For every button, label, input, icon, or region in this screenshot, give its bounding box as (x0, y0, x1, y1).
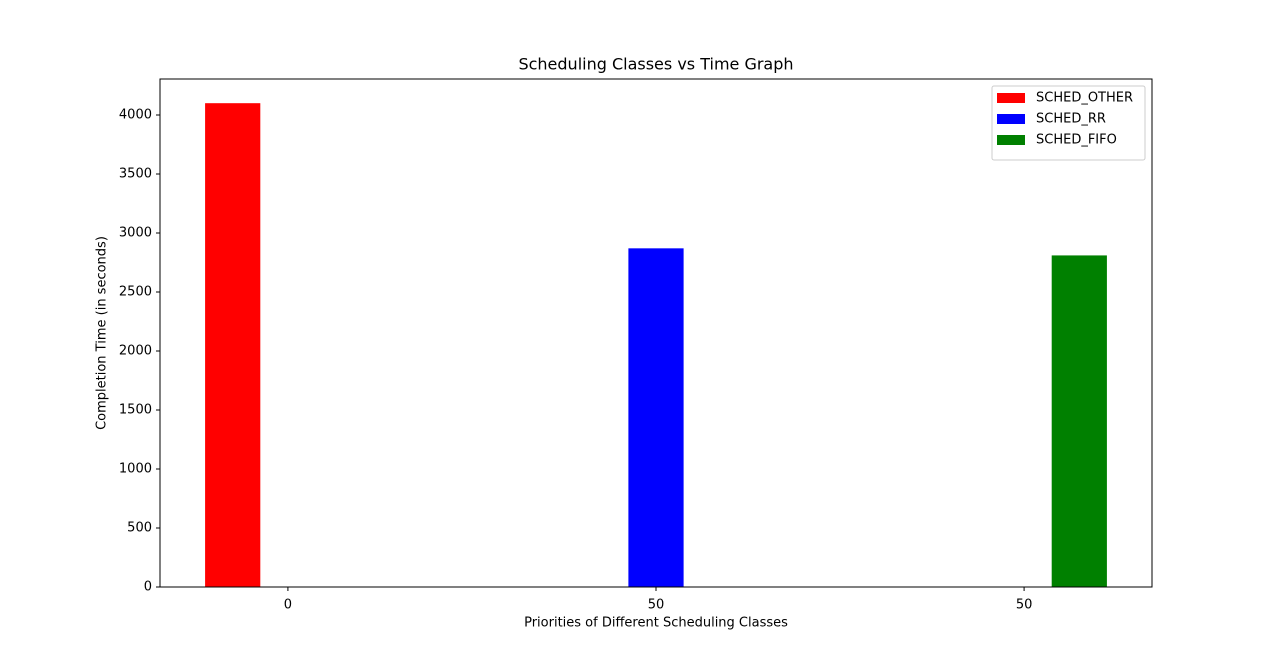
legend-label: SCHED_FIFO (1036, 133, 1117, 148)
x-tick-label: 0 (284, 598, 292, 613)
y-tick-label: 2500 (119, 284, 152, 299)
legend-swatch (997, 135, 1025, 145)
y-tick-label: 1000 (119, 461, 152, 476)
legend-box (991, 85, 1146, 161)
legend-label: SCHED_RR (1036, 112, 1106, 127)
y-tick-label: 4000 (119, 107, 152, 122)
plot-frame (159, 78, 1153, 588)
bar (1051, 255, 1107, 588)
legend-swatch (997, 114, 1025, 124)
y-axis-label: Completion Time (in seconds) (95, 236, 110, 430)
y-tick-label: 2000 (119, 343, 152, 358)
bar (628, 248, 684, 588)
bar (205, 103, 261, 587)
y-tick-label: 0 (144, 580, 152, 595)
x-tick-label: 50 (1016, 598, 1033, 613)
y-tick-label: 500 (127, 520, 152, 535)
chart-title: Scheduling Classes vs Time Graph (518, 55, 793, 74)
x-axis-label: Priorities of Different Scheduling Class… (524, 616, 788, 631)
y-tick-label: 1500 (119, 402, 152, 417)
legend-label: SCHED_OTHER (1036, 91, 1133, 106)
y-tick-label: 3500 (119, 166, 152, 181)
legend-swatch (997, 93, 1025, 103)
y-tick-label: 3000 (119, 225, 152, 240)
x-tick-label: 50 (648, 598, 665, 613)
